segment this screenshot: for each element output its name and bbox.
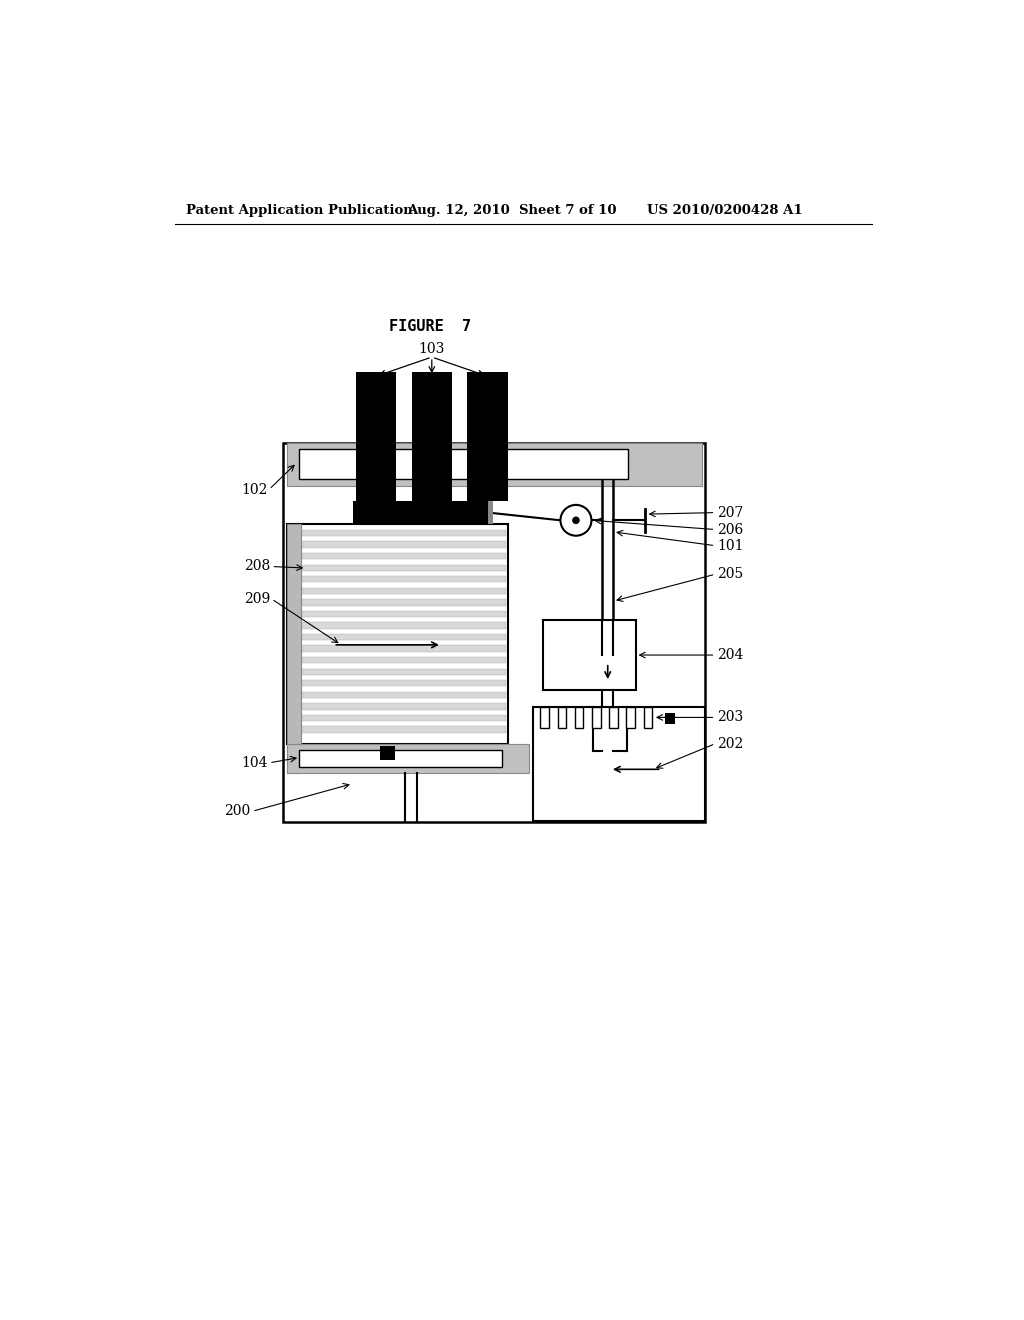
Bar (302, 553, 506, 560)
Bar (352, 502, 488, 524)
Bar (557, 706, 566, 729)
Bar (287, 444, 701, 486)
Bar (302, 634, 506, 640)
Text: 207: 207 (717, 506, 743, 520)
Bar (380, 746, 395, 760)
Bar (592, 706, 600, 729)
Bar (302, 726, 506, 733)
Bar (299, 750, 502, 767)
Bar (287, 524, 508, 743)
Bar (283, 444, 706, 822)
Bar (302, 692, 506, 698)
Bar (302, 587, 506, 594)
Bar (302, 680, 506, 686)
Text: Aug. 12, 2010  Sheet 7 of 10: Aug. 12, 2010 Sheet 7 of 10 (407, 205, 616, 218)
Text: 102: 102 (241, 483, 267, 496)
Bar (543, 620, 636, 689)
Bar (371, 502, 381, 524)
Text: 203: 203 (717, 710, 743, 725)
Bar (302, 599, 506, 606)
Bar (426, 502, 437, 524)
Text: 202: 202 (717, 737, 743, 751)
Text: Patent Application Publication: Patent Application Publication (186, 205, 413, 218)
Text: 209: 209 (244, 591, 270, 606)
Bar (541, 706, 549, 729)
Bar (302, 576, 506, 582)
Bar (574, 706, 584, 729)
Bar (356, 372, 396, 502)
Bar (467, 372, 508, 502)
Circle shape (560, 506, 592, 536)
Text: 200: 200 (224, 804, 251, 818)
Text: 103: 103 (419, 342, 445, 356)
Bar (302, 541, 506, 548)
Bar (643, 706, 652, 729)
Circle shape (572, 517, 579, 524)
Text: 204: 204 (717, 648, 743, 663)
Text: 206: 206 (717, 523, 743, 536)
Bar (482, 502, 493, 524)
Bar (302, 668, 506, 675)
Bar (412, 372, 452, 502)
Bar (302, 565, 506, 572)
Text: 104: 104 (241, 756, 267, 770)
Bar (299, 449, 628, 479)
Bar (287, 524, 301, 743)
Text: 208: 208 (244, 560, 270, 573)
Text: 101: 101 (717, 539, 743, 553)
Text: FIGURE  7: FIGURE 7 (389, 318, 471, 334)
Text: US 2010/0200428 A1: US 2010/0200428 A1 (647, 205, 803, 218)
Text: 205: 205 (717, 568, 743, 581)
Bar (302, 645, 506, 652)
Bar (302, 622, 506, 628)
Bar (627, 706, 635, 729)
Bar (287, 743, 528, 774)
Bar (302, 529, 506, 536)
Bar (665, 713, 676, 723)
Bar (532, 706, 705, 821)
Bar (302, 704, 506, 710)
Bar (302, 714, 506, 721)
Bar (302, 657, 506, 664)
Bar (302, 611, 506, 618)
Bar (609, 706, 617, 729)
